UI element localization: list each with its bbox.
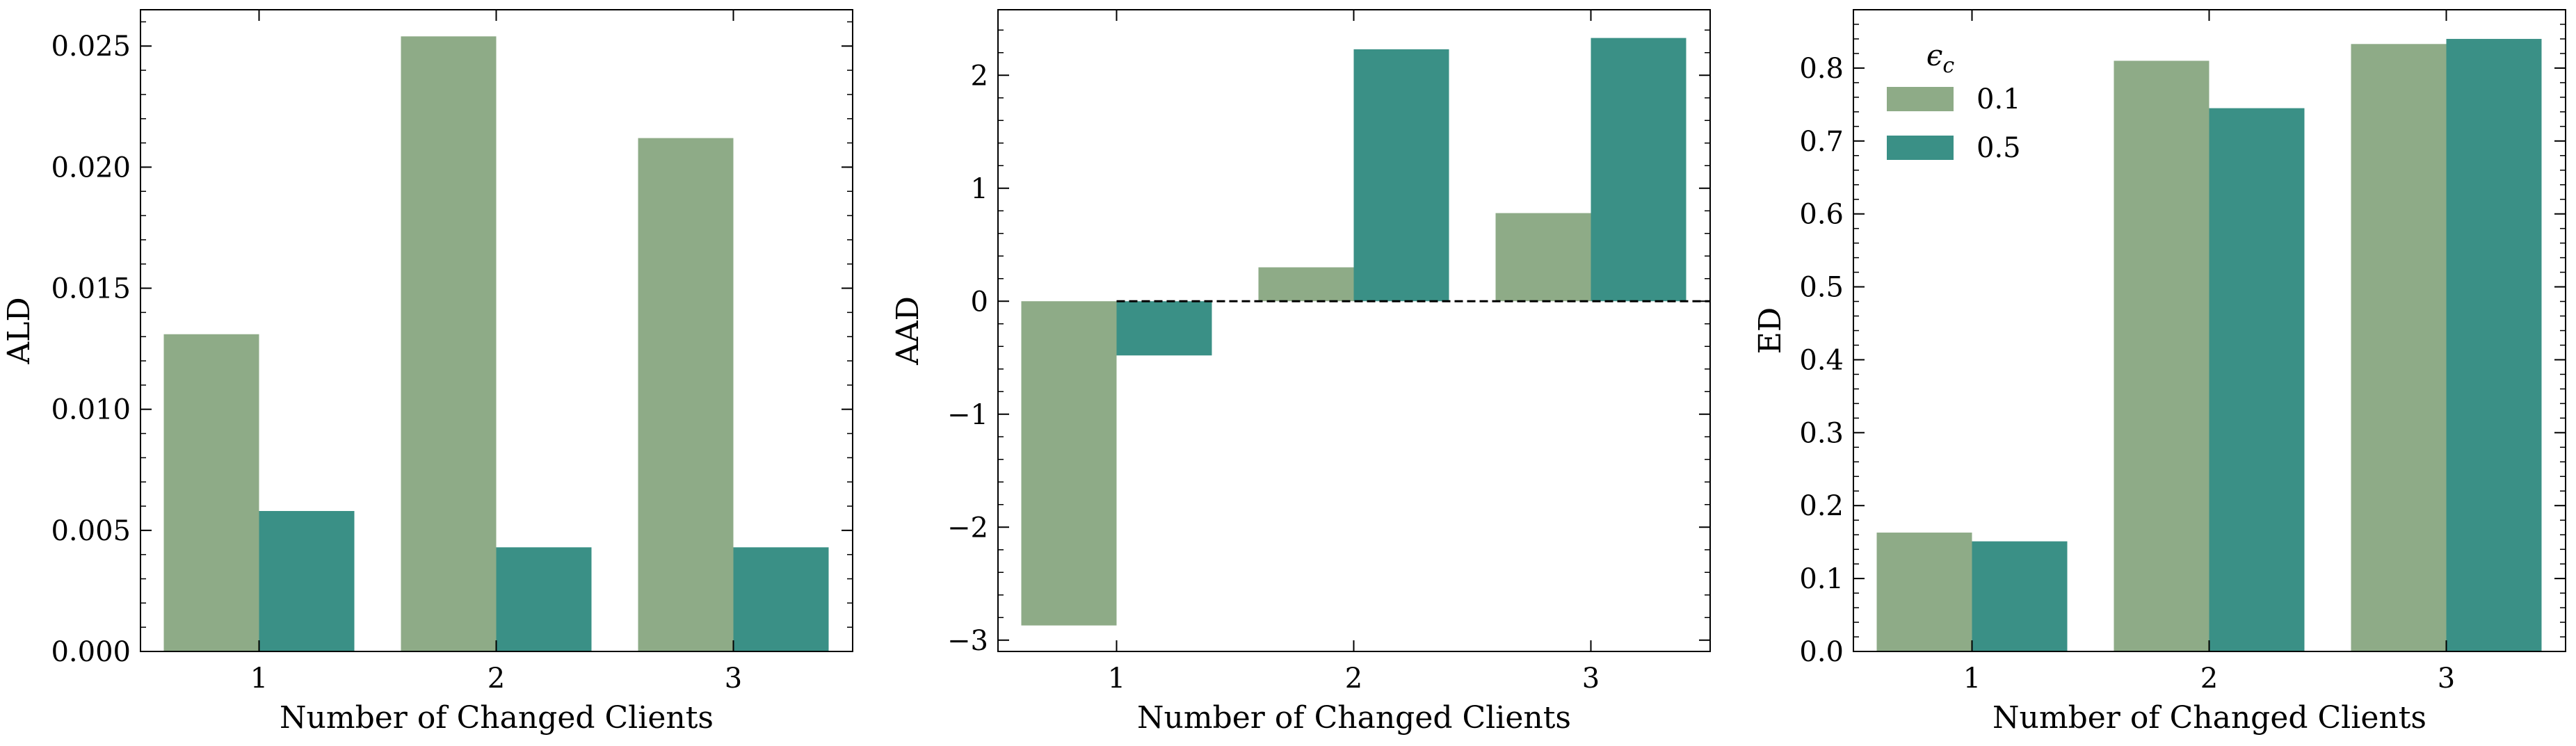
x-tick-label: 3 — [725, 663, 742, 695]
y-tick-label: 0.4 — [1799, 344, 1844, 376]
bar-series-0.1-cat-3 — [638, 138, 734, 652]
legend-swatch-0.1 — [1887, 87, 1954, 111]
chart-panel-1: 0.000 0.005 0.010 0.015 0.020 0.025 1 2 3 Number … — [1, 9, 853, 736]
x-tick-label: 1 — [1963, 663, 1981, 695]
y-axis-label: ED — [1753, 307, 1788, 354]
x-tick-label: 2 — [1345, 663, 1362, 695]
legend-swatch-0.5 — [1887, 136, 1954, 160]
y-tick-label: 0.005 — [51, 515, 131, 547]
legend-title-subscript: c — [1942, 54, 1954, 78]
x-tick-label: 1 — [250, 663, 268, 695]
bar-series-0.5-cat-2 — [1353, 49, 1449, 302]
y-tick-label: 0 — [971, 286, 988, 318]
legend-label-0.1: 0.1 — [1977, 83, 2021, 115]
y-axis-label: ALD — [1, 297, 37, 364]
bar-series-0.1-cat-3 — [1495, 213, 1591, 302]
x-tick-label: 3 — [1582, 663, 1600, 695]
y-tick-label: 0.015 — [51, 273, 131, 305]
y-tick-label: −3 — [947, 625, 988, 657]
y-tick-label: 0.5 — [1799, 272, 1844, 304]
y-axis-label: AAD — [890, 296, 926, 366]
x-axis-label: Number of Changed Clients — [1993, 700, 2426, 736]
x-axis-label: Number of Changed Clients — [280, 700, 714, 736]
legend: ϵc 0.1 0.5 — [1887, 38, 2021, 164]
y-tick-label: 0.010 — [51, 394, 131, 426]
bar-series-0.1-cat-2 — [401, 36, 497, 651]
bar-series-0.5-cat-3 — [1591, 38, 1687, 302]
x-tick-label: 2 — [2200, 663, 2218, 695]
y-tick-label: 0.2 — [1799, 490, 1844, 522]
bar-series-0.5-cat-1 — [1116, 301, 1212, 356]
y-tick-label: 0.1 — [1799, 563, 1844, 595]
x-tick-label: 3 — [2438, 663, 2455, 695]
legend-title: ϵc — [1926, 38, 1955, 78]
y-tick-label: 1 — [971, 173, 988, 205]
bar-series-0.5-cat-3 — [2446, 38, 2542, 652]
y-tick-label: 0.6 — [1799, 199, 1844, 231]
bar-series-0.5-cat-1 — [1972, 541, 2068, 651]
bar-series-0.1-cat-2 — [1258, 267, 1354, 302]
y-tick-label: 0.000 — [51, 636, 131, 668]
bar-series-0.1-cat-1 — [163, 334, 259, 651]
bar-series-0.1-cat-1 — [1021, 301, 1117, 626]
bar-series-0.5-cat-2 — [496, 547, 592, 651]
legend-label-0.5: 0.5 — [1977, 132, 2021, 164]
chart-panel-2: −3 −2 −1 0 1 2 1 2 3 Number of Changed Clients AAD — [890, 9, 1711, 736]
x-tick-label: 2 — [488, 663, 505, 695]
x-axis-label: Number of Changed Clients — [1137, 700, 1571, 736]
bar-series-0.5-cat-2 — [2209, 108, 2305, 652]
bar-series-0.5-cat-3 — [733, 547, 829, 651]
y-tick-label: −2 — [947, 512, 988, 544]
bar-series-0.1-cat-3 — [2351, 44, 2447, 652]
y-tick-label: 0.3 — [1799, 417, 1844, 449]
chart-panel-3: 0.0 0.1 0.2 0.3 0.4 0.5 0.6 0.7 0.8 1 2 3 Number of … — [1753, 9, 2566, 736]
bar-series-0.1-cat-2 — [2114, 60, 2209, 651]
bar-series-0.1-cat-1 — [1876, 533, 1972, 651]
x-tick-label: 1 — [1108, 663, 1125, 695]
y-tick-label: 0.020 — [51, 152, 131, 184]
y-tick-label: 0.0 — [1799, 636, 1844, 668]
bar-series-0.5-cat-1 — [259, 510, 355, 651]
y-tick-label: 0.7 — [1799, 126, 1844, 158]
y-tick-label: 2 — [971, 60, 988, 92]
y-tick-label: −1 — [947, 399, 988, 431]
y-tick-label: 0.8 — [1799, 53, 1844, 85]
y-tick-label: 0.025 — [51, 31, 131, 63]
